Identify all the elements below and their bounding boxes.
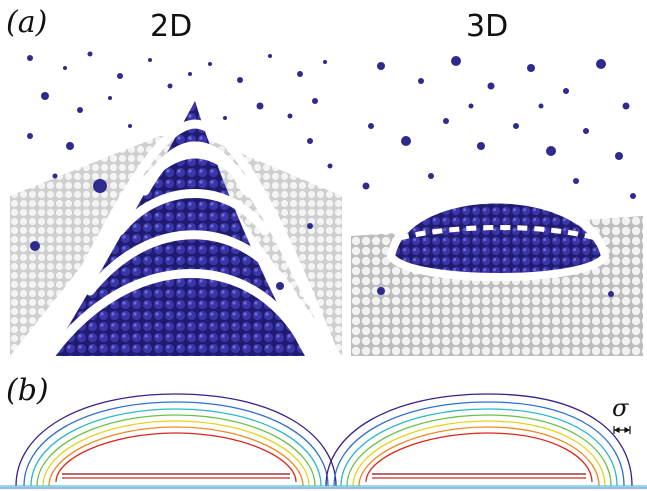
outline-arches — [33, 119, 340, 356]
panel-2d-render — [10, 46, 342, 356]
sigma-label: σ — [612, 394, 629, 422]
panel-b-contours — [0, 382, 647, 491]
panel-b-label: (b) — [6, 373, 49, 408]
render-2d-svg — [10, 51, 342, 356]
contour-svg — [0, 393, 647, 489]
vapor-particles-3d — [362, 56, 636, 297]
contour-set-right — [325, 393, 633, 487]
panel-a-label: (a) — [6, 5, 48, 40]
vapor-particles-2d — [27, 51, 333, 290]
panel-3d-render — [351, 46, 643, 356]
right-title-3d: 3D — [466, 9, 509, 44]
render-3d-svg — [351, 56, 643, 356]
contour-set-left — [15, 393, 337, 487]
double-arrow-icon — [613, 426, 631, 434]
left-title-2d: 2D — [150, 9, 193, 44]
